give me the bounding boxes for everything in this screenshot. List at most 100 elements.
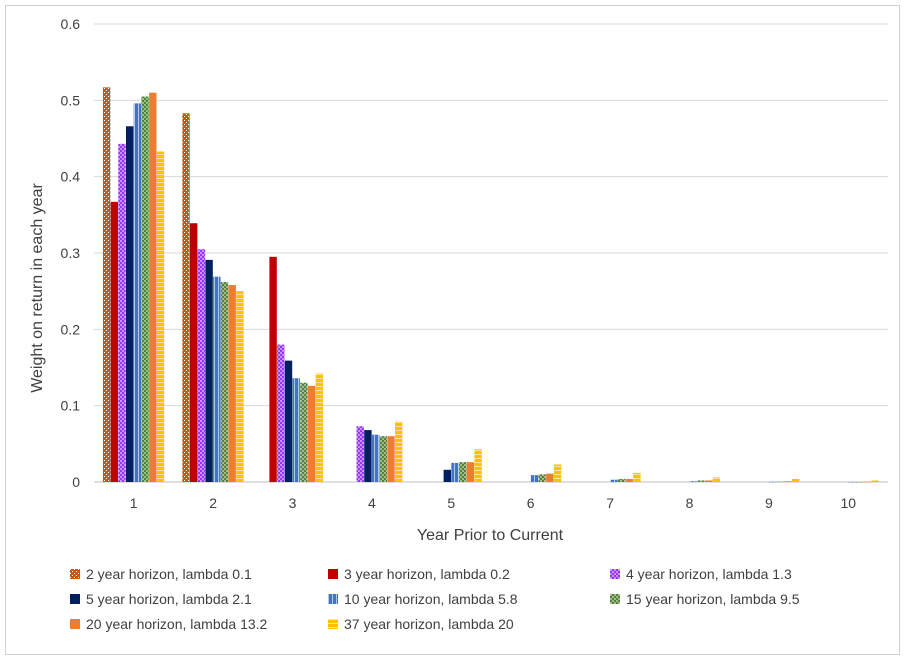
bar [443,469,451,482]
bar [768,481,777,483]
bar [863,481,872,483]
bar [205,259,213,482]
legend-item: 4 year horizon, lambda 1.3 [610,566,792,582]
y-tick-label: 0.1 [61,398,81,414]
bar [182,113,190,482]
bar [371,434,380,482]
bar [197,249,206,482]
x-tick-label: 4 [368,495,376,511]
bar [292,378,300,482]
bar [110,201,118,482]
x-tick-label: 8 [686,495,694,511]
bar [395,421,403,482]
legend-swatch [70,594,80,604]
bar [149,92,157,482]
bar [228,285,236,482]
legend-swatch [328,619,338,629]
bar [538,474,546,482]
y-tick-label: 0.3 [61,245,81,261]
legend-item: 37 year horizon, lambda 20 [328,616,514,632]
legend-item: 10 year horizon, lambda 5.8 [328,591,518,607]
x-tick-label: 9 [765,495,773,511]
bar [141,96,149,483]
bar [784,481,792,482]
x-axis-ticks: 1 2 3 4 5 6 7 8 9 10 [130,495,856,511]
x-tick-label: 2 [209,495,217,511]
bar [364,430,372,482]
bar [379,436,387,482]
bar [356,426,364,482]
bar [387,436,395,482]
legend-label: 4 year horizon, lambda 1.3 [626,566,792,582]
bar [776,481,784,483]
bar [277,344,285,482]
bar [625,478,633,482]
legend-item: 2 year horizon, lambda 0.1 [70,566,252,582]
bar [712,477,720,482]
legend-label: 15 year horizon, lambda 9.5 [626,591,800,607]
x-axis-label: Year Prior to Current [417,527,564,544]
chart-frame: 0 0.1 0.2 0.3 0.4 0.5 0.6 1 2 3 4 5 6 7 8 9 10 Weight o… [5,5,900,655]
bar [633,472,641,482]
legend-label: 37 year horizon, lambda 20 [344,616,514,632]
bar [236,291,244,482]
bar [871,480,879,482]
x-tick-label: 10 [841,495,857,511]
legend-item: 15 year horizon, lambda 9.5 [610,591,800,607]
bar [269,256,277,482]
bar [126,126,134,482]
legend-label: 3 year horizon, lambda 0.2 [344,566,510,582]
legend: 2 year horizon, lambda 0.1 3 year horizon… [6,566,899,646]
legend-label: 5 year horizon, lambda 2.1 [86,591,252,607]
bar [792,478,800,482]
bar [315,373,323,482]
legend-swatch [70,619,80,629]
legend-item: 3 year horizon, lambda 0.2 [328,566,510,582]
x-tick-label: 1 [130,495,138,511]
legend-swatch [328,569,338,579]
y-tick-label: 0.5 [61,92,81,108]
bar [220,282,229,482]
bar [307,385,316,482]
legend-swatch [610,594,620,604]
bar-chart: 0 0.1 0.2 0.3 0.4 0.5 0.6 1 2 3 4 5 6 7 8 9 10 Weight o… [29,16,888,544]
bar [474,449,482,482]
bar [190,223,198,483]
bar [284,360,293,482]
bar [704,480,713,482]
bar [466,462,475,482]
y-axis-ticks: 0 0.1 0.2 0.3 0.4 0.5 0.6 [61,16,81,490]
bar [459,462,467,482]
bar [848,481,856,483]
bar [156,151,165,482]
y-tick-label: 0 [72,474,80,490]
bar [102,87,111,483]
legend-swatch [328,594,338,604]
x-tick-label: 7 [606,495,614,511]
x-tick-label: 3 [289,495,297,511]
bar [856,481,864,483]
y-tick-label: 0.4 [61,169,81,185]
bar [451,462,459,482]
legend-item: 5 year horizon, lambda 2.1 [70,591,252,607]
x-tick-label: 6 [527,495,535,511]
y-tick-label: 0.2 [61,321,81,337]
legend-swatch [610,569,620,579]
bar [213,276,221,482]
bar [133,103,142,483]
x-tick-label: 5 [447,495,455,511]
bar [530,475,539,482]
bar [697,480,705,482]
y-axis-label: Weight on return in each year [29,183,46,393]
bar [689,481,697,482]
bar [546,473,554,482]
legend-swatch [70,569,80,579]
bars [102,87,879,483]
legend-item: 20 year horizon, lambda 13.2 [70,616,267,632]
bar [300,382,308,482]
y-tick-label: 0.6 [61,16,81,32]
legend-label: 10 year horizon, lambda 5.8 [344,591,518,607]
legend-label: 2 year horizon, lambda 0.1 [86,566,252,582]
bar [118,143,126,483]
bar [617,478,626,482]
